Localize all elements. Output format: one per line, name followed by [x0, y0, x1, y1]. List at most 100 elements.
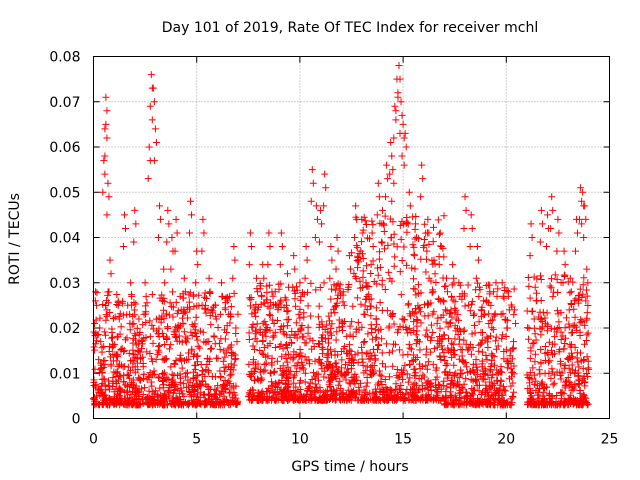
data-point [204, 306, 212, 314]
data-point [578, 220, 586, 228]
data-point [156, 342, 164, 350]
data-point [101, 356, 109, 364]
data-point [509, 379, 517, 387]
y-tick-label: 0.06 [49, 140, 80, 156]
data-point [317, 206, 325, 214]
data-point [119, 363, 127, 371]
data-point [169, 313, 177, 321]
data-point [547, 284, 555, 292]
data-point [139, 363, 147, 371]
data-point [478, 336, 486, 344]
data-point [254, 288, 262, 296]
data-point [265, 311, 273, 319]
data-point [580, 234, 588, 241]
data-point [374, 341, 382, 349]
data-point [434, 314, 442, 322]
data-point [102, 120, 110, 128]
data-point [322, 184, 330, 192]
data-point [403, 228, 411, 236]
data-point [357, 238, 365, 246]
data-point [136, 329, 144, 337]
data-point [402, 389, 410, 397]
data-point [497, 368, 505, 376]
data-point [168, 234, 176, 241]
data-point [162, 376, 170, 384]
data-point [176, 292, 184, 300]
data-point [400, 316, 408, 324]
data-point [575, 363, 583, 371]
data-point [475, 293, 483, 301]
data-point [491, 361, 499, 369]
data-point [483, 356, 491, 364]
data-point [488, 350, 496, 358]
data-point [226, 372, 234, 380]
data-point [392, 393, 400, 401]
data-point [370, 362, 378, 370]
data-point [401, 396, 409, 404]
data-point [267, 378, 275, 386]
data-point [554, 215, 562, 223]
data-point [348, 355, 356, 363]
data-point [561, 361, 569, 369]
data-point [493, 292, 501, 300]
data-point [105, 348, 113, 356]
data-point [200, 293, 208, 301]
data-point [510, 285, 518, 293]
data-point [253, 285, 261, 293]
data-point [188, 321, 196, 329]
data-point [443, 383, 451, 391]
data-point [562, 314, 570, 322]
data-point [100, 157, 108, 165]
data-point [141, 384, 149, 392]
data-point [306, 391, 314, 399]
data-point [139, 321, 147, 329]
data-point [580, 340, 588, 348]
data-point [413, 388, 421, 396]
data-point [128, 388, 136, 396]
data-point [171, 360, 179, 368]
data-point [127, 279, 135, 287]
data-point [248, 323, 256, 331]
data-point [573, 349, 581, 357]
data-point [106, 385, 114, 393]
data-point [558, 369, 566, 377]
data-point [452, 315, 460, 323]
data-point [290, 287, 298, 295]
data-point [91, 297, 99, 305]
data-point [256, 347, 264, 355]
data-point [561, 272, 569, 280]
data-point [331, 360, 339, 368]
data-point [509, 393, 517, 401]
data-point [304, 302, 312, 310]
data-point [207, 345, 215, 353]
data-point [472, 375, 480, 383]
data-point [211, 401, 219, 409]
data-point [460, 327, 468, 335]
data-point [263, 296, 271, 304]
data-point [473, 382, 481, 390]
data-point [363, 379, 371, 387]
data-point [307, 312, 315, 320]
data-point [492, 333, 500, 341]
data-point [582, 215, 590, 223]
data-point [456, 292, 464, 300]
data-point [312, 286, 320, 294]
data-point [124, 301, 132, 309]
data-point [167, 363, 175, 371]
data-point [261, 366, 269, 374]
data-point [509, 344, 517, 352]
data-point [577, 400, 585, 408]
data-point [95, 356, 103, 364]
data-point [225, 377, 233, 385]
data-point [325, 317, 333, 325]
data-point [228, 349, 236, 357]
data-point [353, 294, 361, 302]
data-point [276, 342, 284, 350]
data-point [378, 388, 386, 396]
data-point [164, 324, 172, 332]
data-point [290, 348, 298, 356]
data-point [292, 368, 300, 376]
data-point [369, 366, 377, 374]
data-point [427, 336, 435, 344]
data-point [483, 333, 491, 341]
